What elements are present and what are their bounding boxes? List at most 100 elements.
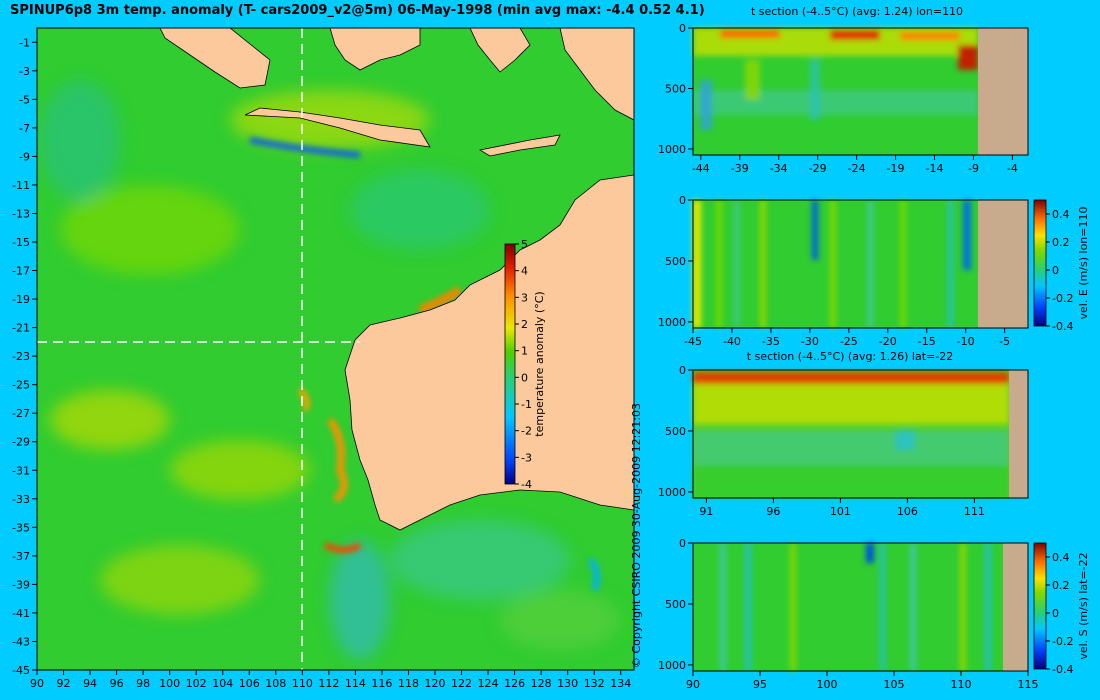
x-tick-label: 126 bbox=[504, 677, 525, 690]
y-tick-label: -37 bbox=[12, 550, 30, 563]
y-tick-label: -9 bbox=[19, 150, 30, 163]
copyright-note: © Copyright CSIRO 2009 30-Aug-2009 12:21… bbox=[630, 402, 643, 668]
x-tick-label: 122 bbox=[451, 677, 472, 690]
timor-landmass bbox=[478, 134, 561, 157]
x-tick-label: 94 bbox=[83, 677, 97, 690]
chart-title: SPINUP6p8 3m temp. anomaly (T- cars2009_… bbox=[10, 3, 705, 18]
x-tick-label: 105 bbox=[884, 678, 905, 691]
colorbar-tick-label: 5 bbox=[521, 238, 528, 251]
y-tick-label: -3 bbox=[19, 65, 30, 78]
x-tick-label: -4 bbox=[1007, 162, 1018, 175]
colorbar-tick-label: 0 bbox=[1052, 607, 1059, 620]
y-tick-label: 0 bbox=[679, 194, 686, 207]
y-tick-label: 1000 bbox=[658, 316, 686, 329]
x-tick-label: 124 bbox=[478, 677, 499, 690]
x-tick-label: -14 bbox=[926, 162, 944, 175]
y-tick-label: 500 bbox=[665, 82, 686, 95]
t-section-lon-field bbox=[693, 28, 978, 130]
map-colorbar: 5 4 3 2 1 0 -1 -2 -3 -4 temperature anomaly (°C) bbox=[504, 238, 546, 491]
colorbar-gradient bbox=[504, 243, 516, 485]
x-tick-label: 100 bbox=[817, 678, 838, 691]
x-tick-label: 96 bbox=[766, 505, 780, 518]
x-tick-label: -25 bbox=[840, 335, 858, 348]
x-tick-label: 90 bbox=[686, 678, 700, 691]
y-tick-label: 1000 bbox=[658, 486, 686, 499]
colorbar-tick-label: 4 bbox=[521, 265, 528, 278]
x-tick-label: -20 bbox=[879, 335, 897, 348]
temperature-anomaly-map: 90 92 94 96 98 100 102 104 106 108 110 112 114 116 118… bbox=[12, 27, 635, 690]
t-section-lat-axes: 91 96 101 106 111 0 500 1000 bbox=[658, 364, 985, 518]
x-tick-label: -24 bbox=[848, 162, 866, 175]
t-section-lat-title: t section (-4..5°C) (avg: 1.26) lat=-22 bbox=[747, 350, 953, 363]
x-tick-label: 112 bbox=[318, 677, 339, 690]
y-tick-label: -29 bbox=[12, 436, 30, 449]
x-tick-label: 92 bbox=[57, 677, 71, 690]
t-section-lon-panel: t section (-4..5°C) (avg: 1.24) lon=110 … bbox=[658, 5, 1029, 175]
x-tick-label: 101 bbox=[830, 505, 851, 518]
vel-e-field bbox=[693, 200, 971, 328]
y-tick-label: -31 bbox=[12, 464, 30, 477]
y-tick-label: -43 bbox=[12, 635, 30, 648]
land-mask bbox=[978, 28, 1028, 155]
colorbar-tick-label: -4 bbox=[521, 478, 532, 491]
x-tick-label: 90 bbox=[30, 677, 44, 690]
colorbar-tick-label: 1 bbox=[521, 345, 528, 358]
y-tick-label: 0 bbox=[679, 537, 686, 550]
y-tick-label: -7 bbox=[19, 122, 30, 135]
x-tick-label: 110 bbox=[292, 677, 313, 690]
y-tick-label: -17 bbox=[12, 265, 30, 278]
x-tick-label: -34 bbox=[770, 162, 788, 175]
vel-e-colorbar bbox=[1033, 199, 1047, 327]
x-tick-label: 108 bbox=[265, 677, 286, 690]
colorbar-ticks: 5 4 3 2 1 0 -1 -2 -3 -4 bbox=[515, 238, 532, 491]
vel-s-colorbar bbox=[1033, 542, 1047, 670]
land-mask bbox=[1009, 370, 1028, 498]
sulawesi-landmass bbox=[469, 28, 531, 73]
t-section-lat-panel: t section (-4..5°C) (avg: 1.26) lat=-22 … bbox=[658, 350, 1029, 518]
colorbar-tick-label: -3 bbox=[521, 451, 532, 464]
x-tick-label: 102 bbox=[186, 677, 207, 690]
colorbar-tick-label: -0.4 bbox=[1052, 320, 1073, 333]
x-tick-label: 95 bbox=[753, 678, 767, 691]
x-tick-label: -35 bbox=[762, 335, 780, 348]
x-tick-label: -30 bbox=[801, 335, 819, 348]
vel-s-colorbar-label: vel. S (m/s) lat=-22 bbox=[1077, 552, 1090, 659]
y-tick-label: 500 bbox=[665, 598, 686, 611]
y-tick-label: -13 bbox=[12, 207, 30, 220]
colorbar-tick-label: -0.2 bbox=[1052, 292, 1073, 305]
y-tick-label: -19 bbox=[12, 293, 30, 306]
colorbar-tick-label: 0 bbox=[521, 371, 528, 384]
y-tick-label: 500 bbox=[665, 255, 686, 268]
x-tick-label: -10 bbox=[957, 335, 975, 348]
vel-e-colorbar-ticks: 0.4 0.2 0 -0.2 -0.4 bbox=[1046, 208, 1073, 333]
t-section-lon-title: t section (-4..5°C) (avg: 1.24) lon=110 bbox=[751, 5, 963, 18]
x-tick-label: -45 bbox=[684, 335, 702, 348]
colorbar-tick-label: 0.2 bbox=[1052, 579, 1070, 592]
x-tick-label: 130 bbox=[557, 677, 578, 690]
anomaly-patches bbox=[40, 80, 620, 660]
y-tick-label: -25 bbox=[12, 379, 30, 392]
y-tick-label: -11 bbox=[12, 179, 30, 192]
x-tick-label: 118 bbox=[398, 677, 419, 690]
colorbar-tick-label: 0.4 bbox=[1052, 208, 1070, 221]
x-tick-label: 110 bbox=[951, 678, 972, 691]
x-tick-label: 91 bbox=[699, 505, 713, 518]
x-tick-label: 100 bbox=[159, 677, 180, 690]
x-tick-label: -9 bbox=[968, 162, 979, 175]
java-landmass bbox=[244, 107, 431, 148]
vel-e-section-axes: -45 -40 -35 -30 -25 -20 -15 -10 -5 0 500 1000 bbox=[658, 194, 1010, 348]
colorbar-tick-label: -2 bbox=[521, 425, 532, 438]
x-tick-label: 104 bbox=[212, 677, 233, 690]
y-tick-label: -15 bbox=[12, 236, 30, 249]
vel-s-field bbox=[720, 543, 991, 671]
x-tick-label: -44 bbox=[692, 162, 710, 175]
colorbar-label: temperature anomaly (°C) bbox=[533, 291, 546, 436]
y-tick-label: -41 bbox=[12, 607, 30, 620]
x-tick-label: -39 bbox=[731, 162, 749, 175]
y-tick-label: -33 bbox=[12, 493, 30, 506]
x-tick-label: 134 bbox=[610, 677, 631, 690]
x-tick-label: 98 bbox=[136, 677, 150, 690]
x-tick-label: -15 bbox=[918, 335, 936, 348]
